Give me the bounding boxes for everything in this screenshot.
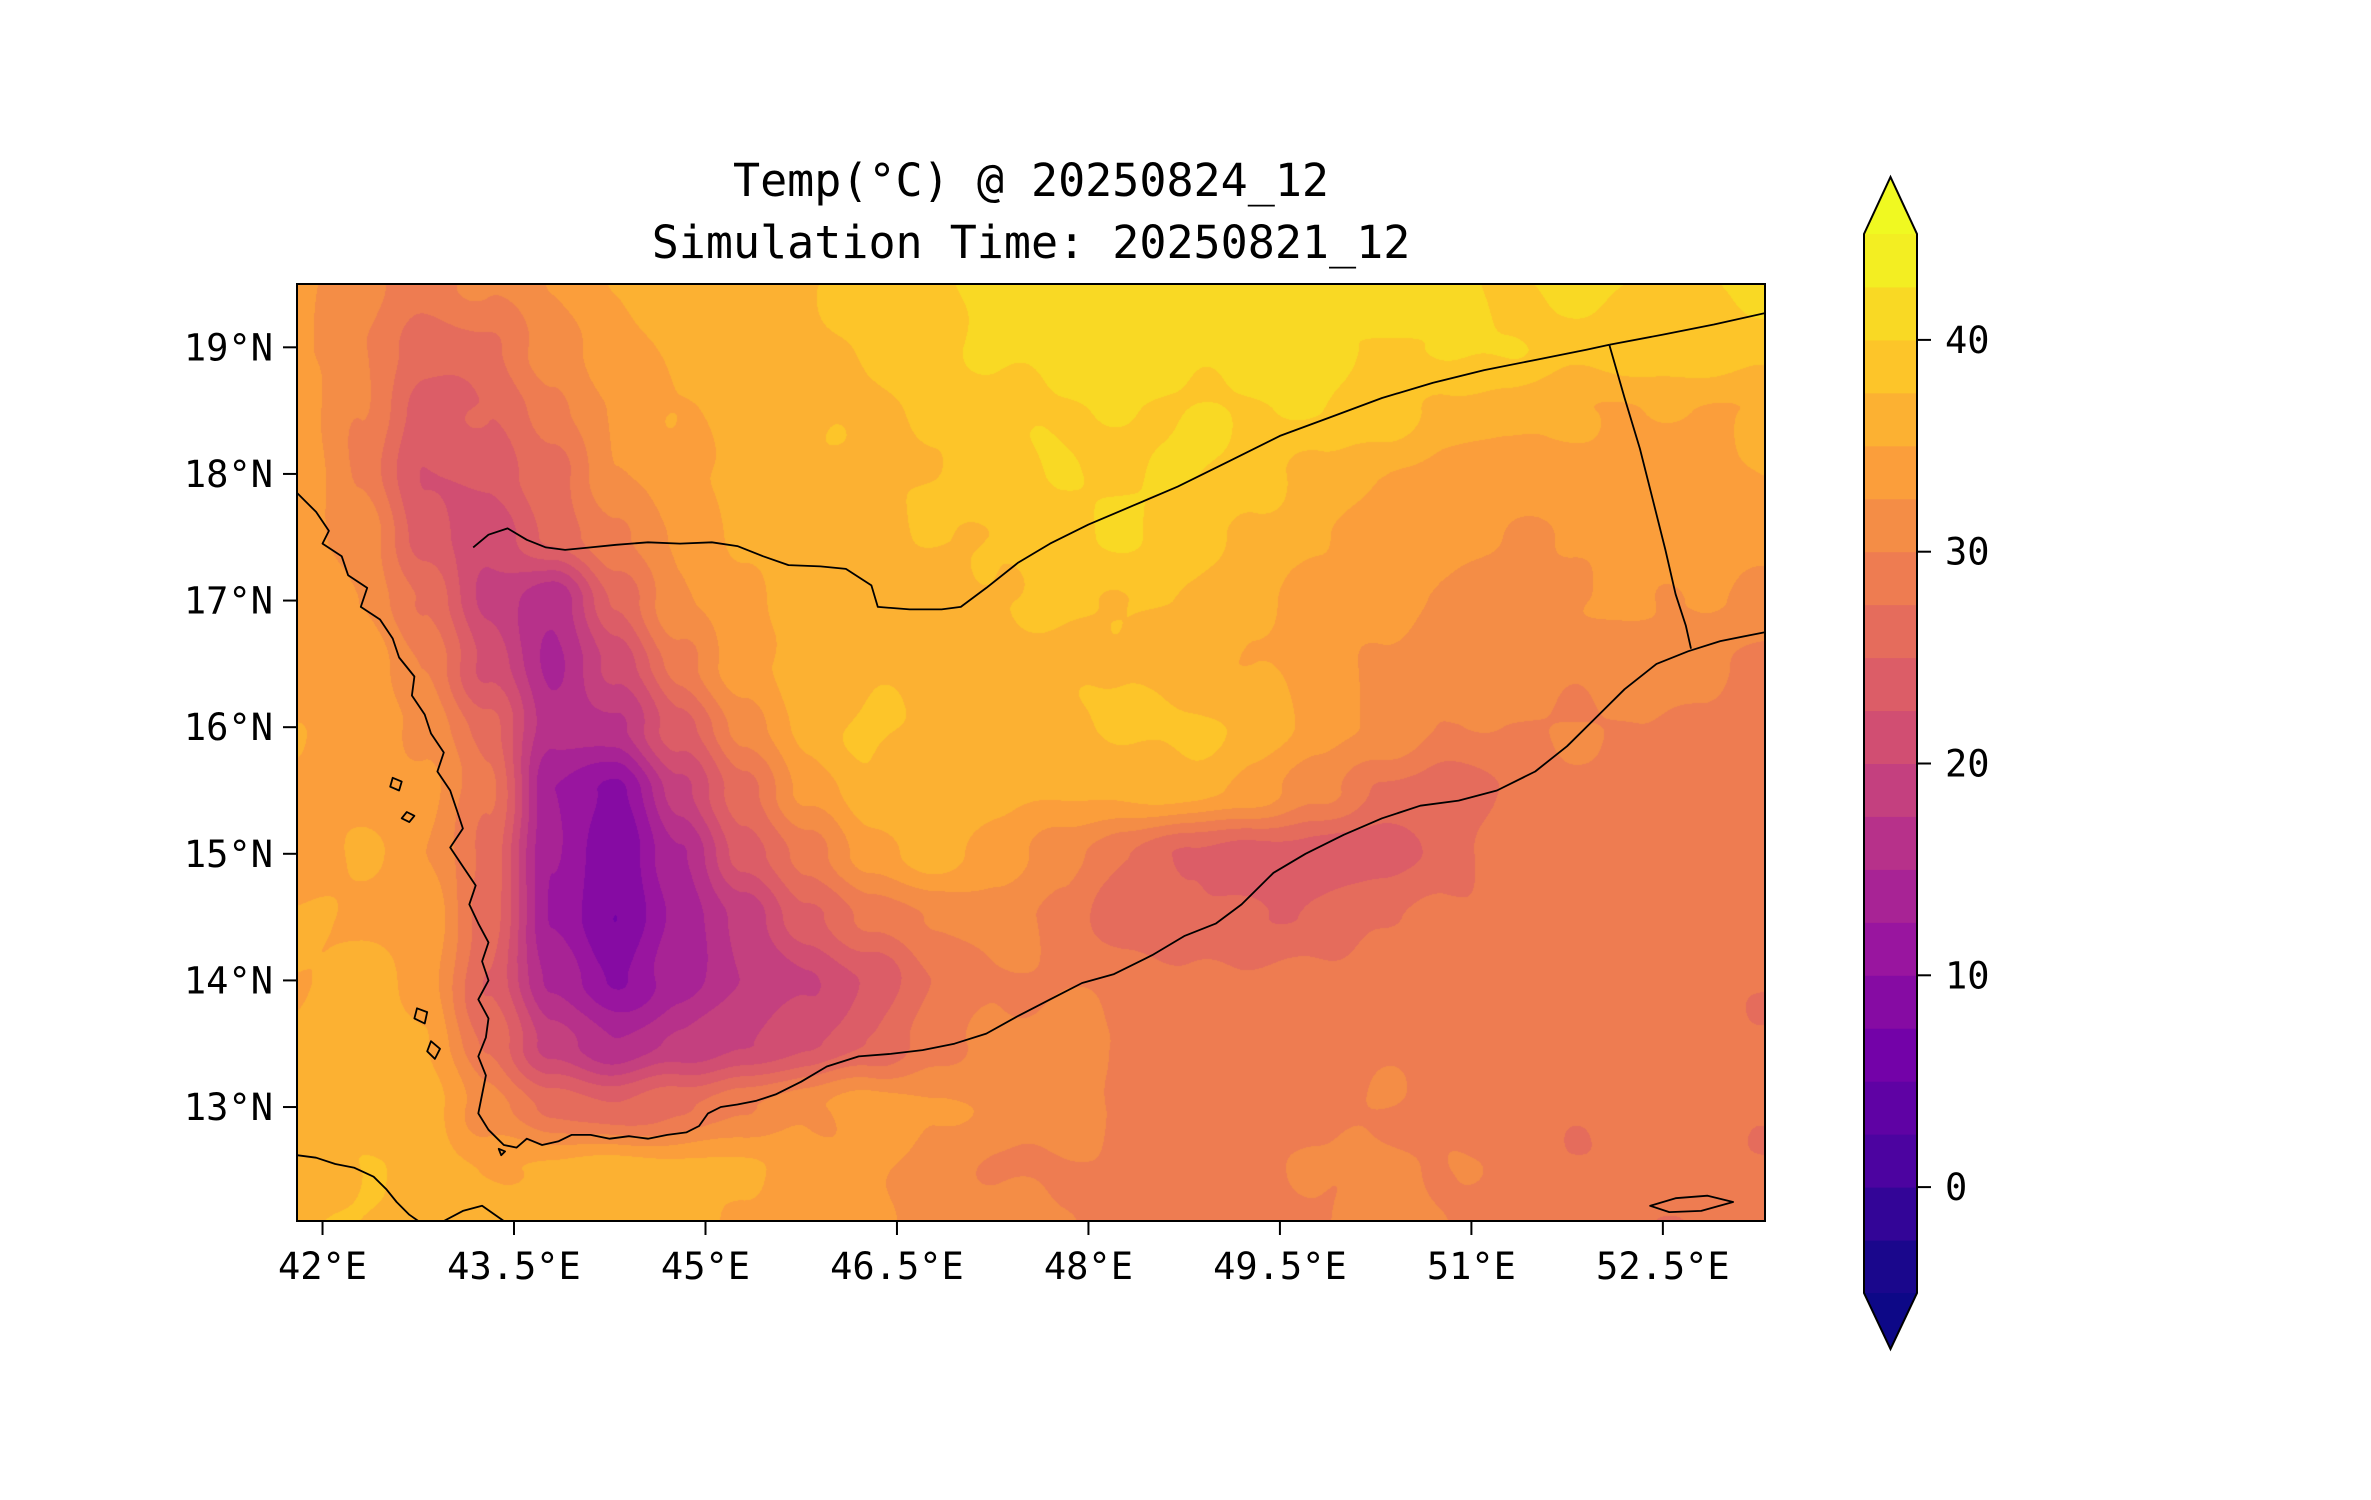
colorbar-tick-label: 10 [1945,954,1990,997]
island-outline [426,1040,441,1060]
y-tick-label: 14°N [184,959,273,1002]
y-tick-label: 17°N [184,580,273,623]
colorbar-over-arrow [1864,177,1917,234]
map-frame [296,283,1766,1222]
colorbar-band [1864,868,1917,923]
island-outline [400,811,416,823]
colorbar-band [1864,551,1917,606]
colorbar-band [1864,1080,1917,1135]
colorbar-band [1864,1027,1917,1082]
x-tick-label: 49.5°E [1213,1245,1347,1288]
colorbar-tick-label: 0 [1945,1166,1967,1209]
x-tick-label: 46.5°E [830,1245,964,1288]
y-tick-label: 19°N [184,326,273,369]
colorbar-band [1864,445,1917,500]
colorbar-outline [1863,174,1918,1352]
y-tick-label: 18°N [184,453,273,496]
island-outline [1649,1194,1734,1213]
x-tick-label: 42°E [278,1245,367,1288]
colorbar-band [1864,815,1917,870]
colorbar-band [1864,1133,1917,1188]
colorbar-band [1864,392,1917,447]
plot-title: Temp(°C) @ 20250824_12 [732,154,1330,207]
colorbar-band [1864,604,1917,659]
colorbar-band [1864,339,1917,394]
colorbar: 40 30 20 10 0 [1863,174,1990,1352]
figure-title-block: Temp(°C) @ 20250824_12 Simulation Time: … [297,150,1765,274]
colorbar-band [1864,710,1917,764]
colorbar-band [1864,921,1917,976]
colorbar-tick-label: 20 [1945,743,1990,786]
colorbar-band [1864,657,1917,712]
colorbar-band [1864,1186,1917,1241]
coastline [297,492,1765,1149]
y-tick-label: 16°N [184,706,273,749]
colorbar-band [1864,233,1917,288]
colorbar-band [1864,498,1917,553]
coastline [297,1154,419,1221]
x-tick-label: 51°E [1427,1245,1516,1288]
y-tick-label: 15°N [184,833,273,876]
colorbar-tick-label: 30 [1945,531,1990,574]
y-tick-label: 13°N [184,1086,273,1129]
x-tick-label: 48°E [1044,1245,1133,1288]
map-canvas [297,284,1765,1221]
coastline [443,1204,505,1221]
x-tick-label: 45°E [661,1245,750,1288]
colorbar-band [1864,1239,1917,1294]
x-tick-label: 43.5°E [447,1245,581,1288]
colorbar-tick-label: 40 [1945,319,1990,362]
island-outline [389,776,403,792]
plot-subtitle: Simulation Time: 20250821_12 [651,216,1411,269]
country-border [1609,312,1765,346]
colorbar-band [1864,763,1917,817]
island-outline [413,1007,429,1025]
colorbar-band [1864,974,1917,1029]
map-lines [297,312,1765,1221]
colorbar-band [1864,286,1917,341]
x-tick-label: 52.5°E [1596,1245,1730,1288]
colorbar-under-arrow [1864,1293,1917,1349]
island-outline [497,1147,506,1157]
country-border [472,343,1610,611]
country-border [1608,344,1692,649]
